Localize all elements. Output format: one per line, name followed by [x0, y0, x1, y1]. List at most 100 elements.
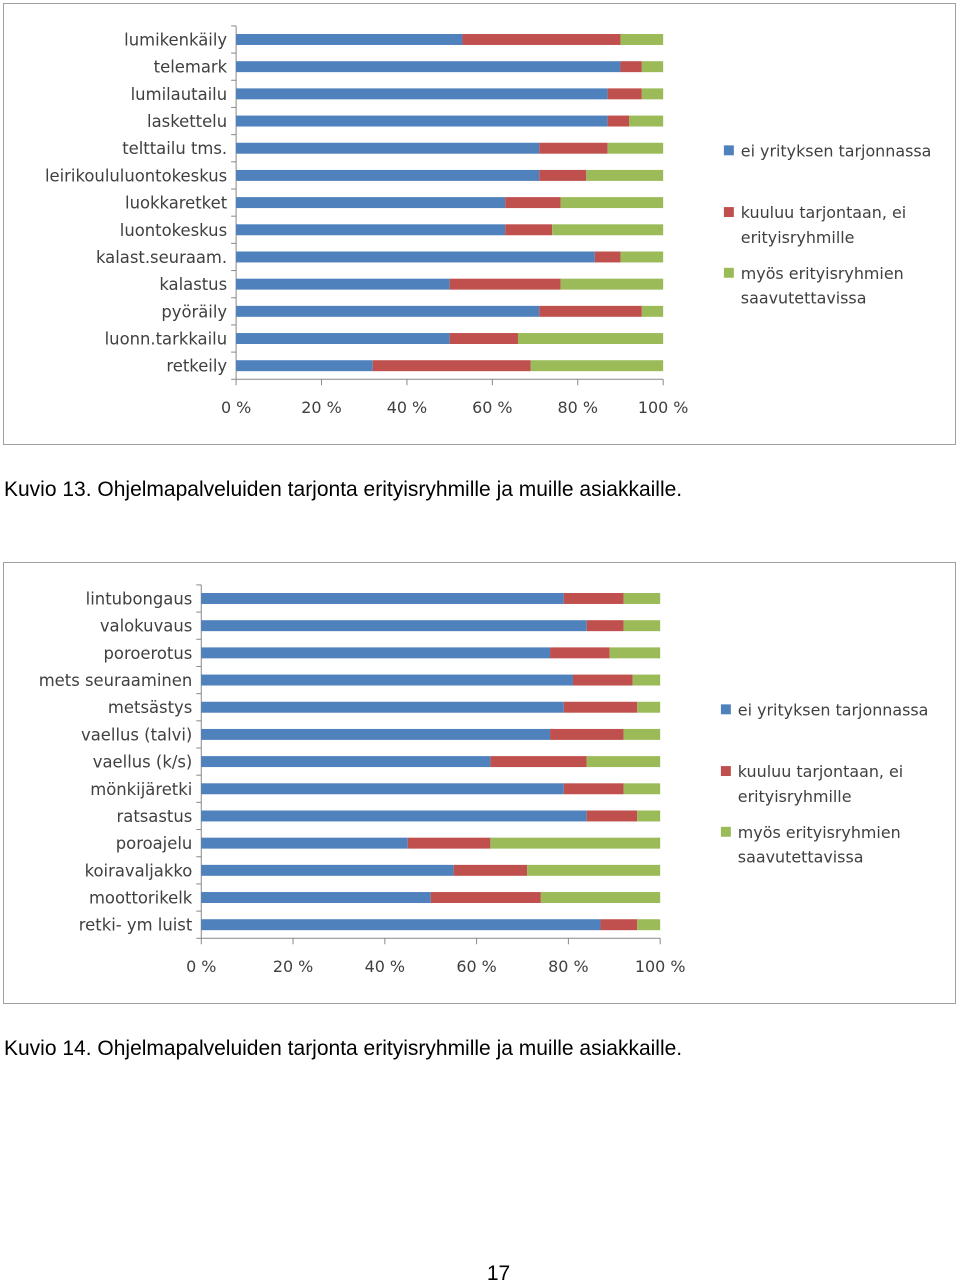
kuvio13-bar-series2-8	[505, 224, 553, 236]
kuvio14-bar-series1-11	[201, 864, 454, 876]
kuvio13-category-label: luokkaretket	[125, 194, 228, 213]
kuvio14-bar-series3-10	[490, 837, 661, 849]
kuvio13-x-tick-label: 100 %	[638, 398, 689, 417]
kuvio14-bar-series1-5	[201, 701, 564, 713]
kuvio13-bar-series1-13	[236, 360, 373, 372]
kuvio13-bar-series1-6	[236, 169, 540, 181]
kuvio13-bar-series2-6	[539, 169, 587, 181]
kuvio14-bar-series1-3	[201, 647, 551, 659]
kuvio14-bar-series2-2	[586, 620, 624, 632]
chart-kuvio-13: lumikenkäily telemark lumilautailu laskette…	[3, 3, 956, 445]
kuvio14-bar-series3-6	[623, 728, 661, 740]
kuvio13-bar-series1-3	[236, 88, 608, 100]
kuvio14-bar-series3-13	[637, 919, 661, 931]
kuvio14-x-tick-label: 80 %	[548, 957, 588, 976]
kuvio13-category-label: kalastus	[159, 275, 227, 294]
kuvio14-bar-series3-7	[586, 756, 661, 768]
kuvio14-x-tick-label: 100 %	[635, 957, 686, 976]
kuvio14-bar-series3-12	[540, 892, 661, 903]
kuvio13-bar-series2-3	[607, 88, 642, 100]
kuvio13-category-label: luonn.tarkkailu	[105, 329, 228, 348]
kuvio14-x-tick-label: 0 %	[186, 957, 216, 976]
kuvio14-bar-series2-7	[490, 756, 587, 768]
kuvio14-bar-series3-5	[637, 701, 661, 713]
kuvio13-bar-series1-2	[236, 61, 621, 73]
kuvio13-bar-series1-1	[236, 34, 463, 45]
page-number: 17	[486, 1262, 511, 1285]
kuvio14-bar-series2-8	[563, 783, 624, 795]
kuvio13-x-tick-label: 40 %	[387, 398, 427, 417]
kuvio13-bar-series2-1	[462, 34, 621, 45]
kuvio14-bar-series3-9	[637, 810, 661, 822]
kuvio13-x-tick-label: 20 %	[301, 398, 341, 417]
kuvio13-bar-series1-8	[236, 224, 506, 236]
kuvio13-legend-swatch-2	[723, 207, 734, 218]
kuvio13-bar-series1-7	[236, 197, 506, 209]
kuvio14-bar-series3-4	[632, 674, 661, 686]
kuvio14-category-label: ratsastus	[117, 807, 193, 826]
kuvio13-legend-swatch-3	[723, 267, 734, 278]
kuvio13-x-tick-label: 80 %	[558, 398, 598, 417]
kuvio14-bar-series1-1	[201, 593, 564, 604]
kuvio13-bar-series3-13	[530, 360, 664, 372]
chart-kuvio-14-svg: lintubongaus valokuvaus poroerotus mets seu…	[39, 584, 929, 976]
kuvio13-category-label: kalast.seuraam.	[96, 248, 227, 267]
kuvio14-x-tick-label: 60 %	[456, 957, 496, 976]
kuvio13-bar-series3-1	[620, 34, 664, 45]
kuvio14-category-label: poroajelu	[116, 834, 193, 853]
kuvio13-bar-series1-4	[236, 115, 608, 127]
kuvio13-x-tick-label: 60 %	[472, 398, 512, 417]
kuvio14-category-label: mets seuraaminen	[39, 671, 193, 690]
kuvio13-category-label: laskettelu	[147, 112, 227, 131]
caption-kuvio-14: Kuvio 14. Ohjelmapalveluiden tarjonta er…	[4, 1037, 683, 1060]
kuvio14-legend-label: saavutettavissa	[738, 848, 864, 867]
kuvio14-bar-series2-10	[407, 837, 491, 849]
kuvio13-category-label: telemark	[154, 58, 228, 77]
kuvio14-category-label: vaellus (talvi)	[81, 725, 192, 744]
kuvio14-bar-series2-9	[586, 810, 638, 822]
kuvio14-bar-series2-1	[563, 593, 624, 604]
kuvio13-legend-label: myös erityisryhmien	[741, 264, 904, 283]
kuvio14-category-label: metsästys	[108, 698, 192, 717]
kuvio14-x-tick-label: 40 %	[365, 957, 405, 976]
kuvio14-bar-series1-12	[201, 892, 431, 903]
kuvio13-legend-swatch-1	[723, 145, 734, 156]
kuvio14-legend-label: erityisryhmille	[738, 787, 852, 806]
kuvio14-bar-series1-13	[201, 919, 601, 931]
kuvio13-category-label: luontokeskus	[120, 221, 227, 240]
kuvio13-bar-series3-11	[641, 305, 664, 317]
kuvio14-category-label: lintubongaus	[86, 589, 193, 608]
kuvio14-legend-label: ei yrityksen tarjonnassa	[738, 700, 929, 719]
kuvio13-bar-series3-3	[641, 88, 664, 100]
kuvio14-bar-series1-6	[201, 728, 551, 740]
kuvio13-bar-series3-9	[620, 251, 664, 263]
kuvio13-bar-series3-10	[560, 278, 664, 290]
kuvio13-bar-series1-11	[236, 305, 540, 317]
kuvio13-bar-series3-5	[607, 142, 664, 154]
kuvio13-legend-label: ei yrityksen tarjonnassa	[741, 141, 932, 160]
kuvio14-bar-series2-11	[453, 864, 528, 876]
kuvio13-category-label: lumikenkäily	[124, 30, 227, 49]
kuvio14-legend-swatch-3	[720, 826, 731, 837]
kuvio14-legend-label: kuuluu tarjontaan, ei	[738, 762, 903, 781]
kuvio14-bar-series2-5	[563, 701, 638, 713]
kuvio14-bar-series1-9	[201, 810, 587, 822]
kuvio13-bar-series2-7	[505, 197, 561, 209]
kuvio13-category-label: telttailu tms.	[122, 139, 227, 158]
kuvio13-category-label: lumilautailu	[131, 85, 228, 104]
kuvio13-bar-series2-10	[449, 278, 561, 290]
kuvio14-category-label: retki- ym luist	[79, 916, 193, 935]
kuvio14-bar-series3-3	[609, 647, 661, 659]
kuvio14-bar-series1-2	[201, 620, 587, 632]
kuvio14-bar-series3-2	[623, 620, 661, 632]
kuvio14-category-label: valokuvaus	[100, 617, 192, 636]
kuvio14-legend-swatch-1	[720, 704, 731, 715]
kuvio13-bar-series3-7	[560, 197, 664, 209]
kuvio14-legend-label: myös erityisryhmien	[738, 823, 901, 842]
kuvio14-bar-series2-4	[572, 674, 633, 686]
kuvio14-bar-series1-4	[201, 674, 573, 686]
kuvio14-bar-series2-6	[550, 728, 624, 740]
kuvio13-bar-series2-4	[607, 115, 630, 127]
kuvio14-x-tick-label: 20 %	[273, 957, 313, 976]
kuvio13-bar-series2-5	[539, 142, 608, 154]
